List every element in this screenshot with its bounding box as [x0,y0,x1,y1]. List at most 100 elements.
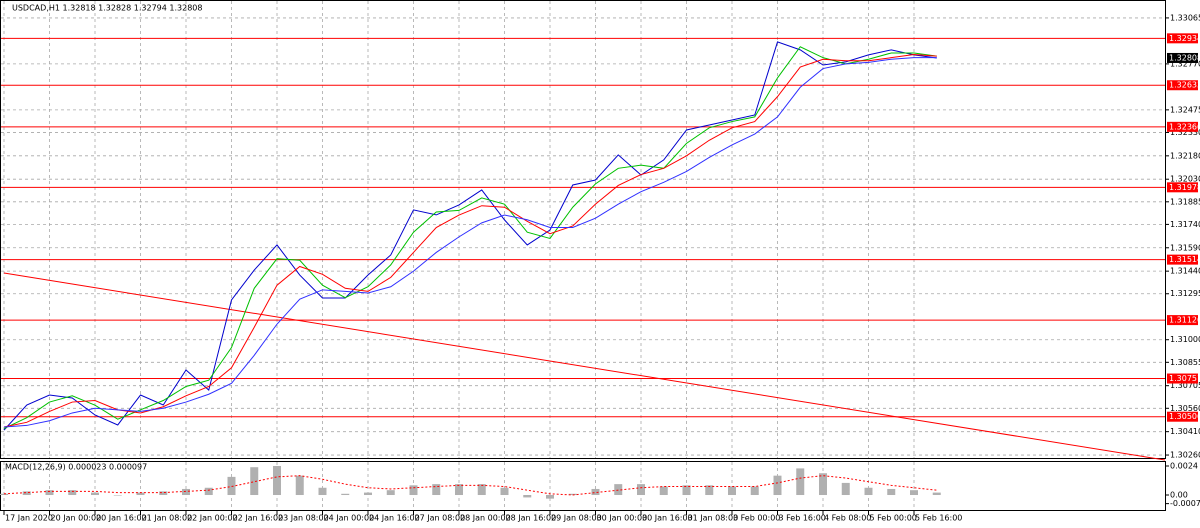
x-tick-label: 23 Jan 08:00 [278,514,329,523]
macd-title: MACD(12,26,9) 0.000023 0.000097 [5,463,147,472]
x-tick-label: 20 Jan 16:00 [96,514,147,523]
macd-bar [500,487,509,496]
y-tick-label: 1.30260 [1170,451,1200,460]
level-label: 1.32934 [1169,34,1200,43]
y-tick-label: 1.33065 [1170,13,1200,22]
macd-bar [113,495,122,496]
x-tick-label: 30 Jan 16:00 [642,514,693,523]
macd-bar [204,487,213,496]
x-tick-label: 30 Jan 00:00 [597,514,648,523]
macd-bar [910,490,918,496]
macd-bar [796,468,805,496]
main-panel-frame [0,0,1166,459]
level-label: 1.31126 [1169,316,1200,325]
level-label-box [1167,254,1198,265]
chart-title: USDCAD,H1 1.32818 1.32828 1.32794 1.3280… [12,4,202,13]
macd-bar [386,490,395,496]
x-tick-label: 21 Jan 08:00 [142,514,193,523]
macd-bar [932,492,941,496]
level-label-box [1167,121,1198,132]
x-tick-label: 24 Jan 16:00 [369,514,420,523]
trend-line [3,272,1166,461]
macd-bar [728,486,736,496]
macd-bar [45,490,54,496]
x-tick-label: 3 Feb 16:00 [779,514,826,523]
macd-bar [22,491,31,496]
x-tick-label: 4 Feb 08:00 [824,514,871,523]
y-tick-label: 1.32180 [1170,151,1200,160]
level-label: 1.30506 [1169,412,1200,421]
y-tick-label: 1.30705 [1170,381,1200,390]
moving-average [3,46,937,430]
y-tick-label: 1.32030 [1170,175,1200,184]
macd-bar [341,493,350,496]
y-tick-label: 1.32770 [1170,59,1200,68]
macd-bar [568,493,577,496]
macd-panel-frame [0,461,1166,511]
macd-bar [250,467,259,496]
macd-bar [409,485,418,496]
y-tick-label: 0.0024 [1170,461,1198,470]
level-label: 1.31514 [1169,255,1200,264]
y-tick-label: 1.31000 [1170,335,1200,344]
level-label-box [1167,315,1198,326]
level-label-box [1167,182,1198,193]
y-tick-label: 0.00 [1170,491,1188,500]
macd-bar [591,488,600,496]
y-tick-label: 1.32475 [1170,105,1200,114]
x-tick-label: 27 Jan 08:00 [415,514,466,523]
y-tick-label: 1.30560 [1170,404,1200,413]
y-tick-label: 1.31590 [1170,243,1200,252]
x-tick-label: 31 Jan 08:00 [688,514,739,523]
level-label-box [1167,33,1198,44]
macd-bar [364,492,372,496]
x-tick-label: 5 Feb 16:00 [915,514,962,523]
macd-bar [682,485,691,496]
y-tick-label: 1.31440 [1170,267,1200,276]
level-label: 1.32366 [1169,122,1200,131]
macd-bar [773,475,782,496]
level-label-box [1167,80,1198,91]
x-tick-label: 24 Jan 00:00 [324,514,375,523]
x-tick-label: 29 Jan 08:00 [551,514,602,523]
level-label: 1.30751 [1169,374,1200,383]
y-tick-label: 1.30410 [1170,427,1200,436]
level-label: 1.31978 [1169,183,1200,192]
y-tick-label: -0.000713 [1170,499,1200,508]
macd-bar [227,476,236,496]
y-tick-label: 1.31885 [1170,197,1200,206]
plot-layer [0,1,1166,510]
y-tick-label: 1.31295 [1170,289,1200,298]
macd-bar [614,484,623,496]
macd-bar [91,492,99,496]
x-tick-label: 28 Jan 00:00 [460,514,511,523]
y-tick-label: 1.32330 [1170,128,1200,137]
moving-average [3,54,937,428]
y-tick-label: 1.30855 [1170,358,1200,367]
macd-bar [318,487,327,496]
macd-bar [659,486,668,496]
macd-bar [432,484,441,496]
x-tick-label: 22 Jan 16:00 [233,514,284,523]
macd-bar [750,486,759,496]
macd-bar [819,473,827,496]
x-tick-label: 22 Jan 00:00 [187,514,238,523]
macd-bar [136,492,145,496]
level-label-box [1167,411,1198,422]
macd-bar [0,493,8,496]
macd-bar [182,488,190,496]
x-tick-label: 17 Jan 2020 [5,514,53,523]
macd-bar [864,487,873,496]
x-tick-label: 20 Jan 00:00 [51,514,102,523]
price-line [3,41,937,431]
macd-bar [887,488,896,496]
macd-bar [841,482,850,496]
macd-bar [477,484,486,496]
moving-average [3,57,937,428]
macd-bar [523,495,532,498]
macd-signal [3,475,937,496]
level-label-box [1167,373,1198,384]
macd-bar [637,484,645,496]
